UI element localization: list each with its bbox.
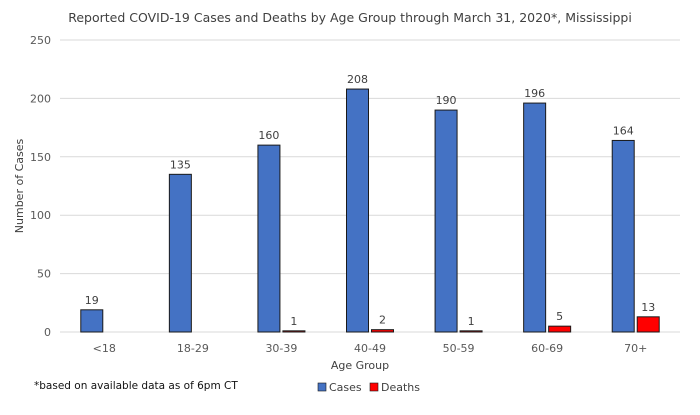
data-label-deaths: 5 bbox=[556, 310, 563, 323]
legend-label-cases: Cases bbox=[329, 381, 362, 394]
legend: Cases Deaths bbox=[317, 381, 420, 394]
legend-swatch-deaths bbox=[369, 382, 379, 392]
data-label-cases: 135 bbox=[170, 158, 191, 171]
x-tick-label: 50-59 bbox=[443, 342, 475, 355]
legend-label-deaths: Deaths bbox=[381, 381, 420, 394]
y-tick-label: 250 bbox=[30, 34, 51, 47]
x-tick-label: 70+ bbox=[624, 342, 647, 355]
y-tick-label: 100 bbox=[30, 209, 51, 222]
x-tick-label: 18-29 bbox=[177, 342, 209, 355]
bar-cases bbox=[434, 109, 458, 333]
y-axis-ticks: 0 50 100 150 200 250 bbox=[30, 34, 51, 339]
data-label-cases: 19 bbox=[85, 294, 99, 307]
footnote: *based on available data as of 6pm CT bbox=[34, 380, 238, 392]
gridlines bbox=[60, 39, 680, 333]
x-axis-ticks: <18 18-29 30-39 40-49 50-59 60-69 70+ bbox=[93, 342, 648, 355]
bar-cases bbox=[168, 173, 192, 333]
bar-cases bbox=[523, 102, 547, 333]
bar-cases bbox=[80, 309, 104, 333]
bar-deaths bbox=[548, 325, 572, 333]
chart-title: Reported COVID-19 Cases and Deaths by Ag… bbox=[68, 10, 632, 25]
bar-cases bbox=[611, 139, 635, 333]
data-label-cases: 208 bbox=[347, 73, 368, 86]
x-axis-title: Age Group bbox=[331, 359, 389, 372]
data-label-cases: 164 bbox=[613, 124, 634, 137]
data-label-deaths: 2 bbox=[379, 314, 386, 327]
data-label-deaths: 13 bbox=[641, 301, 655, 314]
x-tick-label: <18 bbox=[93, 342, 116, 355]
y-axis-title: Number of Cases bbox=[13, 139, 26, 234]
y-tick-label: 150 bbox=[30, 151, 51, 164]
bar-cases bbox=[257, 144, 281, 333]
data-label-deaths: 1 bbox=[468, 315, 475, 328]
y-tick-label: 50 bbox=[37, 268, 51, 281]
y-tick-label: 0 bbox=[44, 326, 51, 339]
data-labels: 19 135 160 1 208 2 190 1 196 5 164 13 bbox=[85, 73, 655, 328]
bars bbox=[80, 88, 660, 333]
data-label-deaths: 1 bbox=[290, 315, 297, 328]
bar-deaths bbox=[636, 316, 660, 333]
y-tick-label: 200 bbox=[30, 92, 51, 105]
x-tick-label: 40-49 bbox=[354, 342, 386, 355]
bar-deaths bbox=[459, 330, 483, 333]
data-label-cases: 160 bbox=[258, 129, 279, 142]
bar-deaths bbox=[282, 330, 306, 333]
data-label-cases: 190 bbox=[436, 94, 457, 107]
bar-deaths bbox=[371, 329, 394, 333]
legend-swatch-cases bbox=[317, 382, 327, 392]
x-tick-label: 30-39 bbox=[265, 342, 297, 355]
bar-cases bbox=[346, 88, 369, 333]
data-label-cases: 196 bbox=[524, 87, 545, 100]
x-tick-label: 60-69 bbox=[531, 342, 563, 355]
